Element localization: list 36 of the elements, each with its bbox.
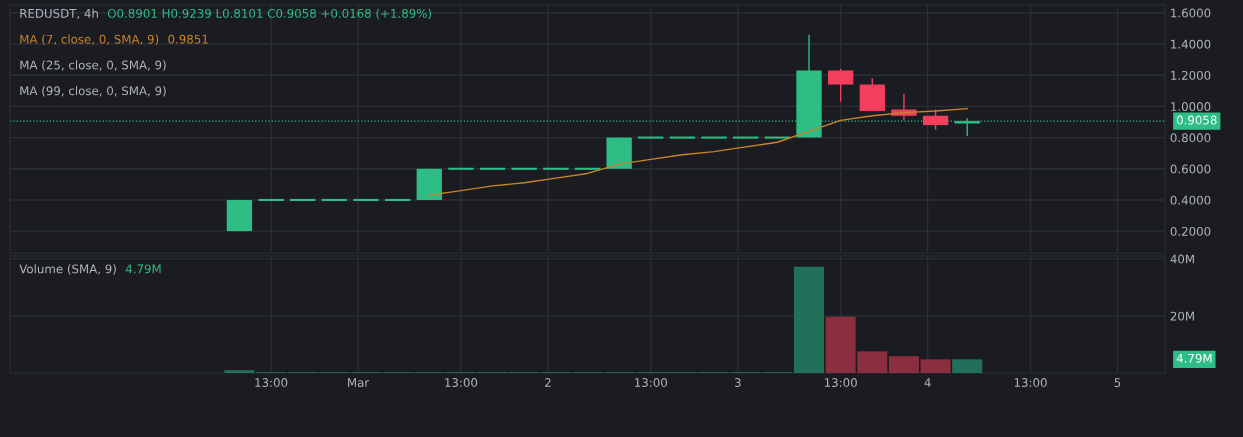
y-tick-label: 1.2000: [1171, 70, 1211, 80]
x-tick-label: 13:00: [824, 378, 857, 387]
y-tick-label: 0.8000: [1170, 133, 1211, 143]
bar: [793, 266, 825, 373]
x-tick-label: 2: [545, 378, 551, 387]
x-tick-label: 13:00: [1014, 378, 1047, 387]
line-series: [428, 108, 968, 196]
y-tick-label: 0.6000: [1170, 164, 1211, 174]
x-tick-label: 13:00: [445, 378, 478, 387]
annotation: 4.79M: [125, 264, 161, 274]
y-tick-label: 1.4000: [1171, 39, 1211, 49]
annotation: O0.8901 H0.9239 L0.8101 C0.9058 +0.0168 (+1.89%): [107, 8, 432, 20]
x-tick-label: Mar: [348, 378, 370, 387]
y-tick-label: 0.4000: [1170, 195, 1211, 205]
y-tick-label: 0.2000: [1170, 226, 1211, 236]
text: MA (7, close, 0, SMA, 9): [20, 34, 159, 46]
bar: [952, 359, 983, 373]
x-tick-label: 13:00: [255, 378, 288, 387]
bar: [888, 356, 919, 373]
bar: [224, 370, 255, 373]
text: Volume (SMA, 9): [19, 264, 116, 275]
x-tick-label: 3: [734, 378, 741, 387]
ref-line-label: 0.9058: [1176, 115, 1217, 125]
text: 4.79M: [1176, 353, 1212, 363]
annotation: 0.9851: [168, 34, 208, 44]
x-tick-label: 4: [924, 378, 931, 387]
y-tick-label: 1.0000: [1171, 102, 1211, 112]
chart-title: REDUSDT, 4h: [20, 8, 98, 20]
annotation: MA (25, close, 0, SMA, 9): [20, 60, 166, 71]
y-tick-label: 20M: [1170, 311, 1194, 321]
annotation: MA (99, close, 0, SMA, 9): [20, 86, 166, 97]
x-tick-label: 13:00: [635, 378, 668, 387]
x-tick-label: 5: [1114, 378, 1121, 387]
bar: [920, 359, 951, 373]
y-tick-label: 40M: [1170, 254, 1194, 264]
y-tick-label: 1.6000: [1171, 8, 1211, 18]
